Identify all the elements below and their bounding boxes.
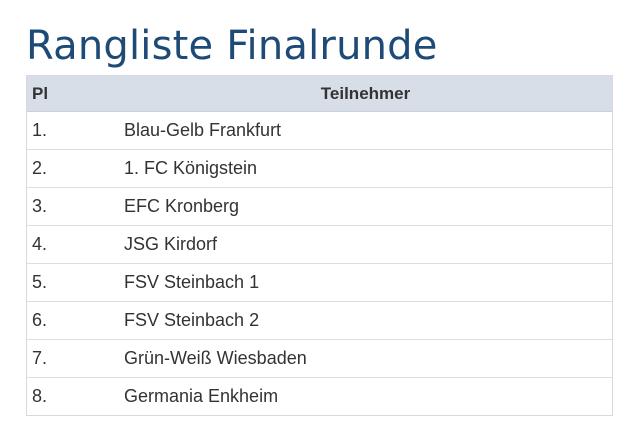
table-row: 3. EFC Kronberg	[27, 187, 612, 226]
ranking-table: Pl Teilnehmer 1. Blau-Gelb Frankfurt 2. …	[27, 76, 612, 415]
participant-cell: 1. FC Königstein	[119, 149, 612, 188]
rank-cell: 6.	[27, 301, 119, 340]
participant-cell: JSG Kirdorf	[119, 225, 612, 264]
table-header: Pl Teilnehmer	[27, 76, 612, 112]
rank-cell: 8.	[27, 377, 119, 415]
participant-cell: Grün-Weiß Wiesbaden	[119, 339, 612, 378]
rank-cell: 3.	[27, 187, 119, 226]
participant-cell: EFC Kronberg	[119, 187, 612, 226]
table-row: 5. FSV Steinbach 1	[27, 263, 612, 302]
participant-cell: Germania Enkheim	[119, 377, 612, 415]
table-row: 1. Blau-Gelb Frankfurt	[27, 111, 612, 150]
rank-cell: 2.	[27, 149, 119, 188]
rank-cell: 7.	[27, 339, 119, 378]
participant-cell: Blau-Gelb Frankfurt	[119, 111, 612, 150]
table-body: 1. Blau-Gelb Frankfurt 2. 1. FC Königste…	[27, 111, 612, 415]
rank-cell: 4.	[27, 225, 119, 264]
table-row: 6. FSV Steinbach 2	[27, 301, 612, 340]
ranking-table-container: Pl Teilnehmer 1. Blau-Gelb Frankfurt 2. …	[26, 75, 613, 416]
participant-cell: FSV Steinbach 2	[119, 301, 612, 340]
participant-cell: FSV Steinbach 1	[119, 263, 612, 302]
table-row: 2. 1. FC Königstein	[27, 149, 612, 188]
header-row: Pl Teilnehmer	[27, 76, 612, 112]
table-row: 8. Germania Enkheim	[27, 377, 612, 415]
column-header-rank: Pl	[27, 76, 119, 112]
rank-cell: 1.	[27, 111, 119, 150]
column-header-participant: Teilnehmer	[119, 76, 612, 112]
rank-cell: 5.	[27, 263, 119, 302]
page-title: Rangliste Finalrunde	[26, 23, 438, 69]
table-row: 4. JSG Kirdorf	[27, 225, 612, 264]
table-row: 7. Grün-Weiß Wiesbaden	[27, 339, 612, 378]
